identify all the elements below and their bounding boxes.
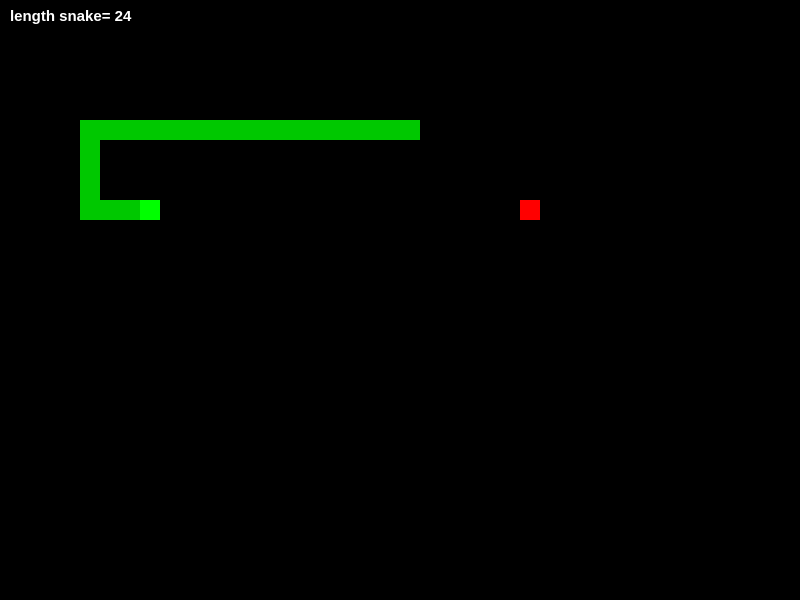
snake-body-segment bbox=[180, 120, 200, 140]
snake-body-segment bbox=[80, 120, 100, 140]
snake-body-segment bbox=[100, 200, 120, 220]
snake-head bbox=[140, 200, 160, 220]
snake-body-segment bbox=[360, 120, 380, 140]
snake-body-segment bbox=[120, 200, 140, 220]
food-pellet bbox=[520, 200, 540, 220]
snake-length-label: length snake= 24 bbox=[10, 8, 132, 25]
snake-body-segment bbox=[220, 120, 240, 140]
snake-body-segment bbox=[120, 120, 140, 140]
snake-body-segment bbox=[200, 120, 220, 140]
snake-body-segment bbox=[320, 120, 340, 140]
snake-body-segment bbox=[140, 120, 160, 140]
snake-body-segment bbox=[260, 120, 280, 140]
snake-body-segment bbox=[80, 160, 100, 180]
snake-body-segment bbox=[280, 120, 300, 140]
snake-body-segment bbox=[80, 180, 100, 200]
snake-body-segment bbox=[80, 140, 100, 160]
snake-body-segment bbox=[240, 120, 260, 140]
snake-body-segment bbox=[80, 200, 100, 220]
snake-body-segment bbox=[340, 120, 360, 140]
snake-body-segment bbox=[380, 120, 400, 140]
snake-body-segment bbox=[100, 120, 120, 140]
snake-body-segment bbox=[300, 120, 320, 140]
snake-body-segment bbox=[160, 120, 180, 140]
snake-body-segment bbox=[400, 120, 420, 140]
